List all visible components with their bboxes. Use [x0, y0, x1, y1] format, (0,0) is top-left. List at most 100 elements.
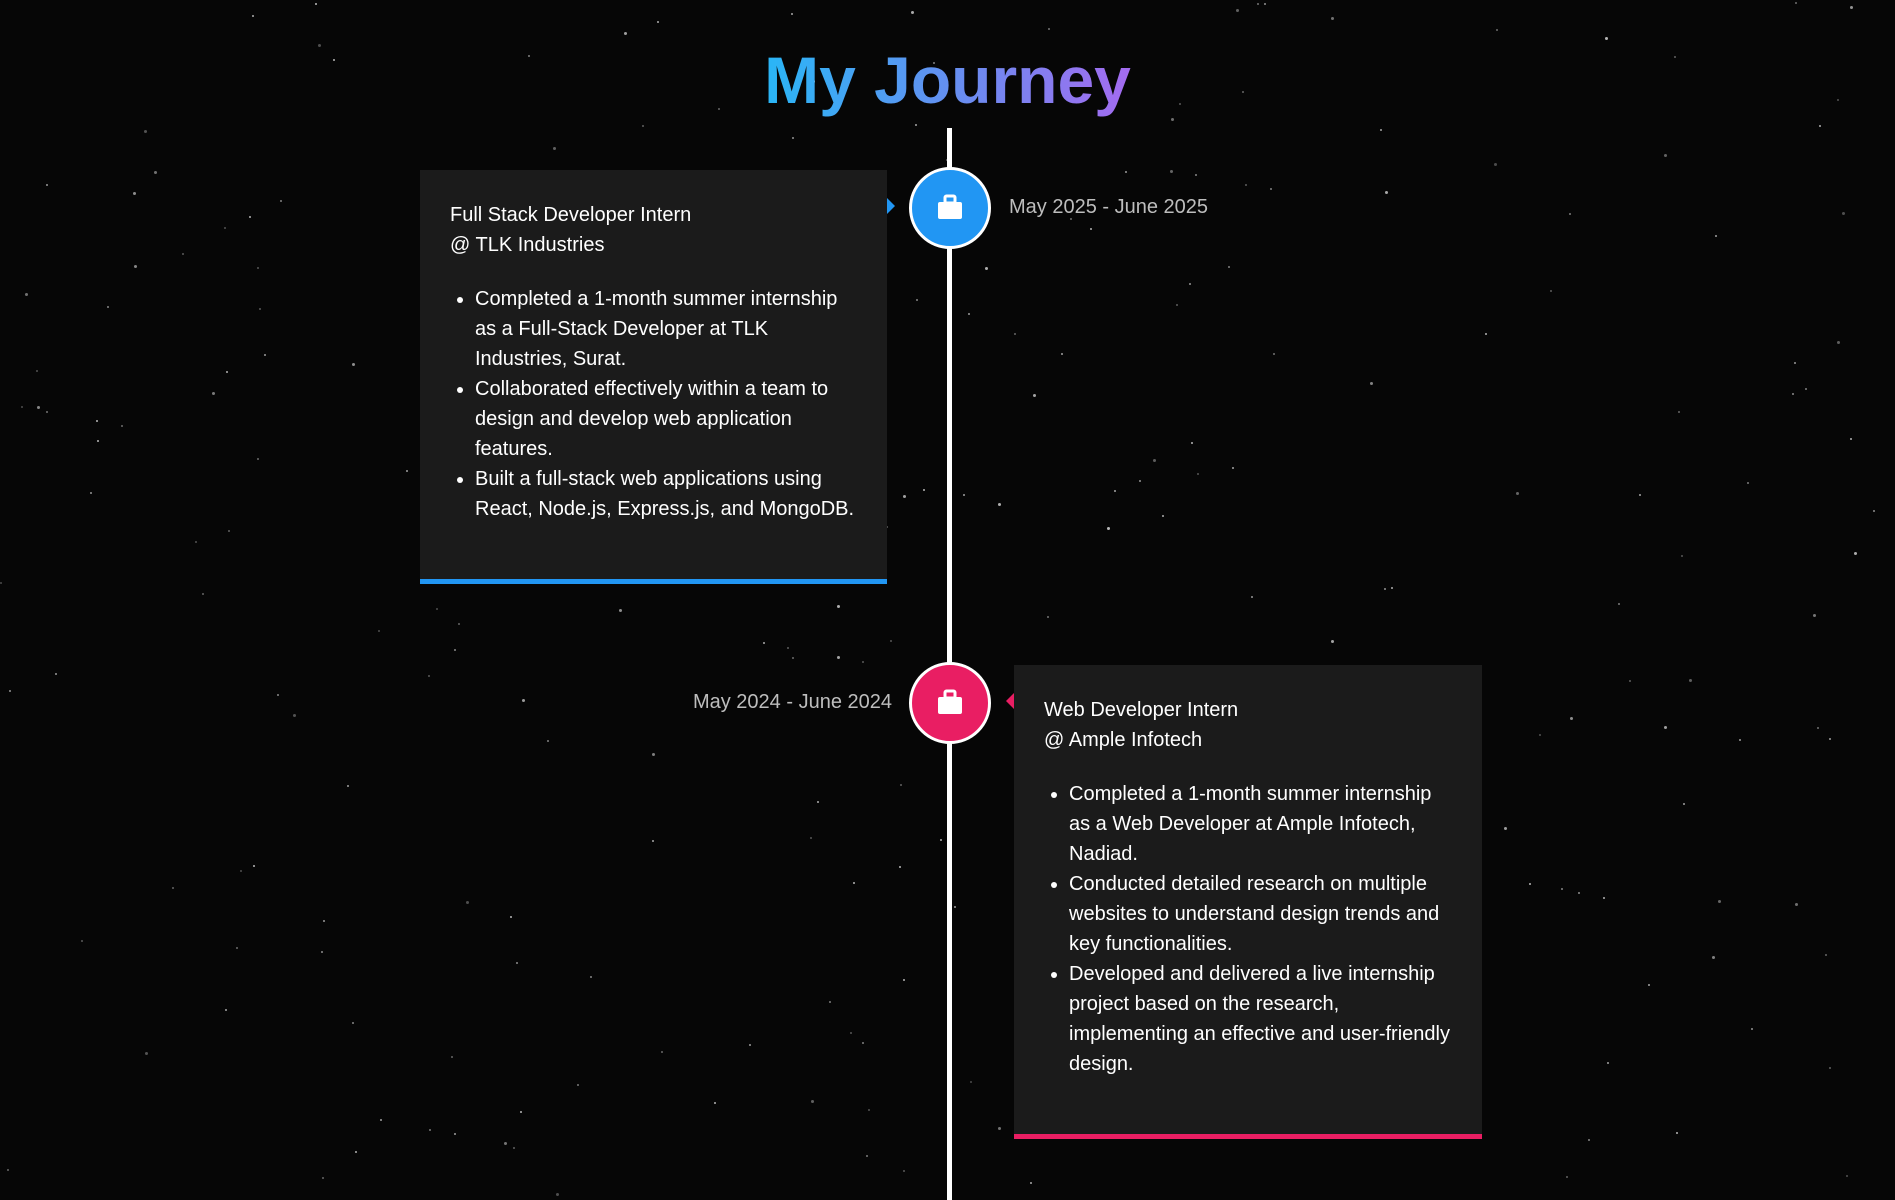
star-dot	[787, 647, 789, 649]
star-dot	[963, 494, 965, 496]
star-dot	[590, 976, 592, 978]
card-pointer	[1006, 693, 1014, 709]
star-dot	[257, 458, 259, 460]
star-dot	[1485, 333, 1487, 335]
timeline-date-2: May 2024 - June 2024	[692, 691, 892, 713]
star-dot	[1817, 727, 1819, 729]
star-dot	[378, 630, 380, 632]
star-dot	[619, 609, 622, 612]
star-dot	[1125, 171, 1127, 173]
star-dot	[1718, 900, 1721, 903]
star-dot	[1014, 333, 1016, 335]
star-dot	[436, 608, 438, 610]
star-dot	[903, 495, 906, 498]
star-dot	[1689, 679, 1692, 682]
star-dot	[624, 32, 627, 35]
star-dot	[145, 1052, 148, 1055]
star-dot	[1061, 353, 1063, 355]
star-dot	[1516, 492, 1519, 495]
star-dot	[1176, 304, 1178, 306]
star-dot	[1494, 163, 1497, 166]
star-dot	[1854, 552, 1857, 555]
star-dot	[323, 920, 325, 922]
star-dot	[985, 267, 988, 270]
star-dot	[903, 979, 905, 981]
star-dot	[1331, 17, 1334, 20]
star-dot	[1747, 482, 1749, 484]
briefcase-icon	[938, 689, 962, 714]
star-dot	[154, 171, 157, 174]
star-dot	[1846, 1175, 1848, 1177]
star-dot	[1664, 726, 1667, 729]
star-dot	[1842, 212, 1845, 215]
star-dot	[257, 267, 259, 269]
star-dot	[811, 1100, 814, 1103]
star-dot	[277, 694, 279, 696]
star-dot	[134, 265, 137, 268]
star-dot	[657, 21, 659, 23]
star-dot	[916, 299, 918, 301]
list-item: Conducted detailed research on multiple …	[1069, 869, 1452, 959]
star-dot	[121, 425, 123, 427]
star-dot	[352, 1022, 354, 1024]
job-role: Full Stack Developer Intern	[450, 204, 692, 226]
star-dot	[1578, 892, 1580, 894]
star-dot	[1047, 616, 1049, 618]
star-dot	[923, 489, 925, 491]
star-dot	[352, 363, 355, 366]
star-dot	[454, 649, 456, 651]
star-dot	[899, 866, 901, 868]
star-dot	[1629, 680, 1631, 682]
star-dot	[1114, 490, 1116, 492]
star-dot	[280, 200, 282, 202]
star-dot	[429, 1129, 431, 1131]
star-dot	[315, 3, 317, 5]
star-dot	[451, 1056, 453, 1058]
company-name: @ TLK Industries	[450, 234, 605, 256]
star-dot	[862, 661, 864, 663]
star-dot	[252, 15, 254, 17]
star-dot	[642, 125, 644, 127]
star-dot	[510, 916, 512, 918]
star-dot	[954, 906, 956, 908]
star-dot	[1107, 527, 1110, 530]
star-dot	[225, 1009, 227, 1011]
star-dot	[1139, 480, 1141, 482]
list-item: Developed and delivered a live internshi…	[1069, 959, 1452, 1079]
star-dot	[1681, 555, 1683, 557]
star-dot	[1813, 614, 1816, 617]
star-dot	[1837, 341, 1840, 344]
star-dot	[1251, 596, 1253, 598]
star-dot	[1566, 1176, 1568, 1178]
star-dot	[1683, 803, 1685, 805]
star-dot	[513, 1147, 515, 1149]
star-dot	[1664, 154, 1667, 157]
star-dot	[837, 605, 840, 608]
star-dot	[259, 308, 261, 310]
star-dot	[903, 1170, 905, 1172]
star-dot	[1370, 382, 1373, 385]
star-dot	[202, 593, 204, 595]
star-dot	[810, 837, 812, 839]
star-dot	[264, 354, 266, 356]
star-dot	[998, 503, 1001, 506]
star-dot	[1678, 411, 1680, 413]
star-dot	[1273, 353, 1275, 355]
star-dot	[1603, 897, 1605, 899]
experience-card-1: Full Stack Developer Intern @ TLK Indust…	[420, 170, 895, 584]
star-dot	[182, 253, 184, 255]
star-dot	[1570, 717, 1573, 720]
star-dot	[36, 370, 38, 372]
star-dot	[968, 313, 970, 315]
star-dot	[1496, 29, 1498, 31]
star-dot	[556, 1193, 559, 1196]
job-role: Web Developer Intern	[1044, 699, 1239, 721]
star-dot	[1751, 1028, 1753, 1030]
star-dot	[253, 865, 255, 867]
star-dot	[7, 1169, 9, 1171]
star-dot	[1191, 442, 1193, 444]
star-dot	[714, 1102, 716, 1104]
star-dot	[1033, 394, 1036, 397]
star-dot	[1618, 603, 1620, 605]
star-dot	[1648, 984, 1650, 986]
